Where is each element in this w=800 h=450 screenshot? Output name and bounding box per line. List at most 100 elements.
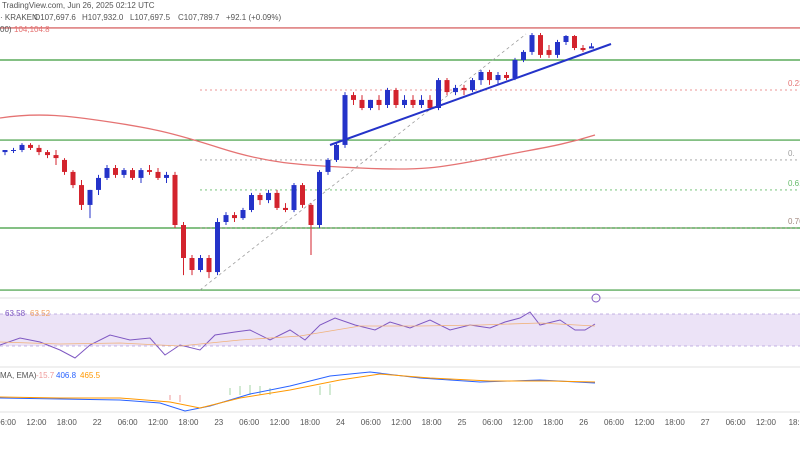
candle-body bbox=[70, 171, 76, 186]
rsi-value: 63.58 bbox=[5, 309, 26, 318]
x-tick-label: 12:00 bbox=[391, 418, 412, 427]
candle-body bbox=[45, 152, 50, 156]
x-tick-label: 22 bbox=[93, 418, 102, 427]
ma-prefix: 00) bbox=[0, 25, 12, 34]
candle-body bbox=[87, 189, 93, 205]
candle-body bbox=[342, 95, 348, 145]
x-tick-label: 27 bbox=[701, 418, 710, 427]
candle-body bbox=[189, 258, 195, 270]
x-tick-label: 12:00 bbox=[148, 418, 169, 427]
x-axis: 06:00 12:00 18:00 22 06:00 12:00 18:00 23 06:00 1… bbox=[0, 418, 800, 427]
signal-value: 465.5 bbox=[80, 371, 101, 380]
candle-body bbox=[215, 222, 220, 273]
candle-body bbox=[19, 144, 25, 150]
candle-body bbox=[436, 80, 441, 108]
x-tick-label: 06:00 bbox=[239, 418, 260, 427]
candle-body bbox=[147, 170, 152, 172]
x-tick-label: 12:00 bbox=[270, 418, 291, 427]
x-tick-label: 18:00 bbox=[665, 418, 686, 427]
candle-body bbox=[2, 150, 8, 153]
x-tick-label: 18:00 bbox=[178, 418, 199, 427]
candle-body bbox=[28, 144, 33, 148]
symbol: · KRAKEN bbox=[0, 13, 38, 22]
candle-body bbox=[555, 42, 560, 55]
x-tick-label: 18:00 bbox=[57, 418, 78, 427]
candle-body bbox=[249, 195, 254, 210]
candle-body bbox=[529, 35, 535, 52]
fib-label: 0.61 bbox=[788, 179, 800, 188]
rsi-ma-value: 63.52 bbox=[30, 309, 51, 318]
levels: 0.23 0. 0.61 0.76 bbox=[0, 27, 800, 291]
x-tick-label: 18:00 bbox=[300, 418, 321, 427]
rsi-ma bbox=[0, 322, 596, 347]
candles bbox=[2, 33, 594, 279]
candle-body bbox=[478, 72, 484, 81]
x-tick-label: 06:00 bbox=[0, 418, 17, 427]
candle-body bbox=[495, 75, 501, 81]
candle-body bbox=[393, 90, 399, 105]
rsi-band bbox=[0, 314, 800, 346]
macd-line bbox=[0, 371, 596, 412]
low-label: L107,697.5 bbox=[130, 13, 171, 22]
candle-body bbox=[274, 192, 280, 208]
macd-name: MA, EMA) bbox=[0, 371, 37, 380]
candle-body bbox=[572, 36, 577, 48]
x-tick-label: 18:00 bbox=[543, 418, 564, 427]
candle-body bbox=[419, 99, 424, 105]
candle-body bbox=[130, 170, 135, 178]
candle-body bbox=[444, 80, 450, 93]
candle-body bbox=[487, 72, 492, 81]
candle-body bbox=[385, 90, 390, 105]
x-tick-label: 26 bbox=[579, 418, 588, 427]
candle-body bbox=[453, 87, 458, 93]
candle-body bbox=[172, 174, 178, 225]
candle-body bbox=[206, 258, 212, 273]
candle-body bbox=[427, 99, 433, 108]
candle-body bbox=[410, 99, 416, 105]
candle-body bbox=[300, 185, 305, 205]
x-tick-label: 24 bbox=[336, 418, 345, 427]
x-tick-label: 12:00 bbox=[513, 418, 534, 427]
change-label: +92.1 (+0.09%) bbox=[226, 13, 281, 22]
candle-body bbox=[240, 210, 246, 219]
high-label: H107,932.0 bbox=[82, 13, 124, 22]
candle-body bbox=[470, 80, 475, 90]
candle-body bbox=[325, 159, 331, 172]
candle-body bbox=[155, 171, 161, 178]
candle-body bbox=[113, 168, 118, 175]
candle-body bbox=[104, 168, 110, 178]
candle-body bbox=[164, 174, 169, 178]
candle-body bbox=[538, 35, 543, 55]
x-tick-label: 12:00 bbox=[26, 418, 47, 427]
candle-body bbox=[96, 177, 101, 190]
trend-line bbox=[329, 43, 612, 146]
source-label: TradingView.com, Jun 26, 2025 02:12 UTC bbox=[2, 1, 155, 10]
rsi-line bbox=[0, 311, 596, 359]
moving-average bbox=[0, 114, 596, 170]
candle-body bbox=[368, 99, 373, 108]
candle-body bbox=[351, 95, 356, 100]
candle-body bbox=[11, 150, 16, 151]
open-label: O107,697.6 bbox=[34, 13, 76, 22]
x-tick-label: 06:00 bbox=[118, 418, 139, 427]
x-tick-label: 06:00 bbox=[726, 418, 747, 427]
candle-body bbox=[121, 170, 127, 175]
candle-body bbox=[62, 159, 67, 172]
candle-body bbox=[317, 171, 322, 225]
candle-body bbox=[334, 144, 339, 160]
fib-label: 0.76 bbox=[788, 217, 800, 226]
candle-body bbox=[521, 51, 526, 60]
candle-body bbox=[79, 185, 84, 205]
ma-value: 104,104.8 bbox=[14, 25, 50, 34]
x-tick-label: 06:00 bbox=[361, 418, 382, 427]
candle-body bbox=[198, 258, 203, 270]
fib-label: 0.23 bbox=[788, 79, 800, 88]
candle-body bbox=[580, 48, 586, 51]
candle-body bbox=[181, 225, 186, 258]
candle-body bbox=[461, 87, 467, 90]
candle-body bbox=[504, 75, 509, 78]
x-tick-label: 18:00 bbox=[422, 418, 443, 427]
candle-body bbox=[512, 60, 518, 78]
